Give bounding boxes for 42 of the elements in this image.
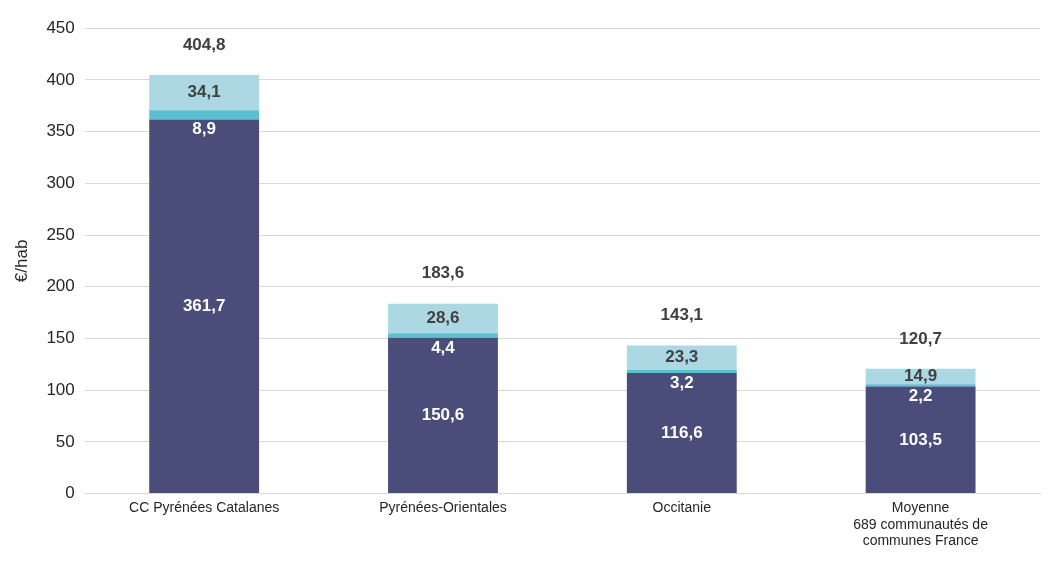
bar xyxy=(865,386,976,494)
y-tick-label: 50 xyxy=(55,431,75,451)
total-label: 120,7 xyxy=(899,328,942,348)
data-label: 116,6 xyxy=(660,422,703,442)
data-label: 103,5 xyxy=(899,429,942,449)
y-tick-label: 350 xyxy=(46,121,75,141)
bar xyxy=(149,75,260,111)
y-tick-label: 200 xyxy=(46,276,75,296)
x-tick-label: Occitanie xyxy=(652,498,712,515)
bar xyxy=(865,384,976,387)
total-label: 143,1 xyxy=(660,305,704,325)
bar xyxy=(388,303,498,334)
data-label: 34,1 xyxy=(187,82,221,102)
data-label: 150,6 xyxy=(421,405,465,425)
y-tick-label: 300 xyxy=(46,173,75,193)
data-label: 14,9 xyxy=(904,366,938,386)
y-tick-label: 450 xyxy=(46,17,75,37)
data-label: 8,9 xyxy=(192,119,216,139)
data-label: 4,4 xyxy=(431,337,456,357)
data-label: 3,2 xyxy=(669,372,694,392)
bar xyxy=(626,369,737,374)
x-tick-label: Pyrénées-Orientales xyxy=(379,498,507,515)
y-tick-label: 250 xyxy=(46,224,75,244)
bar xyxy=(626,345,737,370)
y-tick-label: 100 xyxy=(46,379,75,399)
y-axis-title: €/hab xyxy=(11,239,31,283)
data-label: 28,6 xyxy=(426,308,460,328)
x-tick-label: Moyenne 689 communautés de communes France xyxy=(853,498,989,549)
bar xyxy=(388,333,498,338)
y-tick-label: 400 xyxy=(46,69,75,89)
bar xyxy=(149,110,260,120)
y-tick-label: 0 xyxy=(65,483,75,503)
bar xyxy=(149,119,260,494)
data-label: 2,2 xyxy=(908,386,933,406)
y-tick-label: 150 xyxy=(46,328,75,348)
bar xyxy=(388,337,498,494)
x-tick-label: CC Pyrénées Catalanes xyxy=(129,498,280,515)
data-label: 23,3 xyxy=(665,347,699,367)
total-label: 183,6 xyxy=(421,263,465,283)
data-label: 361,7 xyxy=(182,296,226,315)
total-label: 404,8 xyxy=(182,34,226,54)
bar xyxy=(626,373,737,494)
